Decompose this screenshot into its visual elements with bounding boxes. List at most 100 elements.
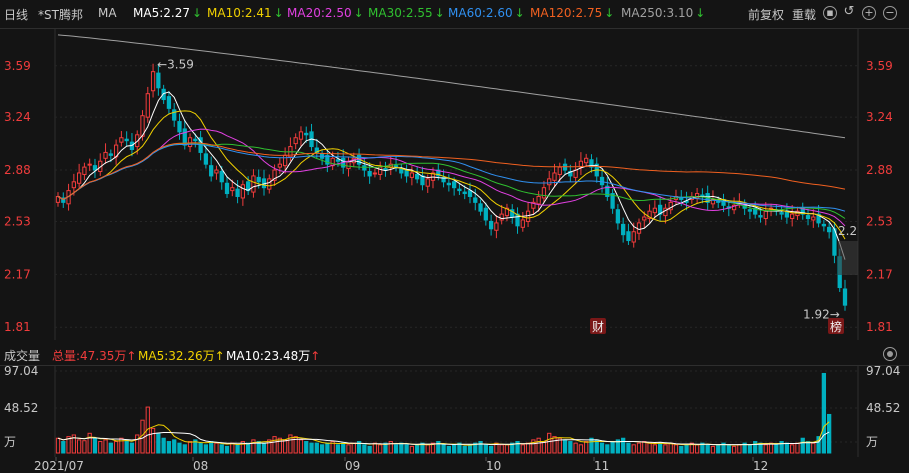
candle-body [383,168,388,171]
candle-body [230,187,235,192]
candle-body [235,188,240,197]
volume-bar [92,437,98,454]
volume-bar [330,441,335,454]
volume-bar [156,432,161,454]
volume-bar [568,441,573,454]
volume-bar [805,441,811,454]
volume-bar [446,445,451,454]
volume-tick-label-right: 97.04 [866,365,900,378]
undo-icon[interactable]: ↺ [843,4,855,19]
date-axis: 2021/07 08 09 10 11 12 [0,457,909,473]
settings-icon[interactable] [883,347,897,361]
candle-body [219,171,224,183]
candle-body [621,223,626,236]
candle-body [203,153,209,165]
candle-body [240,184,246,199]
volume-bar [795,442,800,454]
candle-body [177,121,182,133]
candle-body [415,173,420,180]
volume-bar [267,439,272,454]
ma-type-label[interactable]: MA [98,6,117,20]
volume-bar [341,442,346,454]
volume-bar [753,441,758,454]
candle-body [298,131,304,140]
volume-bar [515,441,520,454]
candle-body [610,193,615,209]
candle-body [182,128,187,146]
candle-body [304,132,309,136]
volume-bar [710,445,716,454]
volume-bar [193,439,198,454]
volume-bar [589,437,594,454]
date-tick-label: 09 [345,459,360,473]
candle-body [251,175,256,193]
candle-body [811,216,816,221]
current-ma-value-label: 2.2 [838,224,857,238]
candle-body [821,223,827,227]
candle-body [499,213,504,221]
volume-bar [626,442,631,454]
volume-bar [694,444,700,454]
candle-body [647,210,652,220]
volume-bar [261,442,267,454]
adjust-mode-button[interactable]: 前复权 [748,8,785,22]
volume-bar [721,442,726,454]
volume-chart[interactable]: 97.04 97.04 48.52 48.52 万 万 [0,365,909,457]
volume-bar [203,444,209,454]
volume-bar [737,444,742,454]
candle-body [679,197,684,200]
volume-bar [230,442,235,454]
candle-body [731,204,737,211]
volume-bar [293,436,298,454]
volume-bar [610,441,615,454]
volume-bar [124,439,129,454]
candle-body [747,209,753,212]
volume-bar [288,434,293,454]
volume-bar [668,442,673,454]
volume-bar [393,444,399,454]
candle-body [457,188,462,192]
candle-body [694,193,700,199]
volume-bar [378,444,383,454]
financial-report-badge[interactable]: 财 [590,318,606,334]
zoom-in-icon[interactable]: + [862,6,876,20]
volume-bar [182,444,187,454]
volume-bar [578,444,584,454]
candle-body [525,210,531,222]
volume-bar [314,442,319,454]
candle-body [420,175,425,186]
candle-body [145,93,150,118]
volume-bar [784,442,790,454]
volume-bar [113,441,119,454]
zoom-out-icon[interactable]: − [883,6,897,20]
price-tick-label-right: 3.59 [866,59,893,73]
candle-body [372,172,378,175]
candle-body [605,185,610,197]
ma-legend-ma250: MA250:3.10 ↓ [621,6,706,20]
candle-body [436,169,441,177]
price-chart[interactable]: 3.59 3.59 3.24 3.24 2.88 2.88 2.53 2.53 2.17 2.17… [0,28,909,340]
volume-bar [272,436,277,454]
volume-bar [372,442,378,454]
volume-bar [436,441,441,454]
volume-bar [663,444,668,454]
volume-bar [209,441,214,454]
current-price-highlight [838,241,858,275]
volume-bar [510,442,515,454]
period-selector[interactable]: 日线 [4,8,29,22]
volume-bar [399,442,404,454]
lock-icon[interactable]: ▪ [823,6,837,20]
candle-body [552,172,557,181]
date-tick-label: 08 [193,459,208,473]
volume-header: 成交量 总量:47.35万↑ MA5:32.26万↑ MA10:23.48万↑ [0,344,909,366]
volume-ma10-line [57,431,830,446]
candle-body [462,191,467,195]
ma-line-ma250 [57,34,846,139]
volume-bar [309,442,314,454]
volume-bar [335,444,341,454]
overlay-button[interactable]: 重载 [792,8,817,22]
volume-bar [177,442,182,454]
ranking-list-badge[interactable]: 榜 [828,318,844,334]
candle-body [92,165,98,171]
volume-bar [478,441,483,454]
